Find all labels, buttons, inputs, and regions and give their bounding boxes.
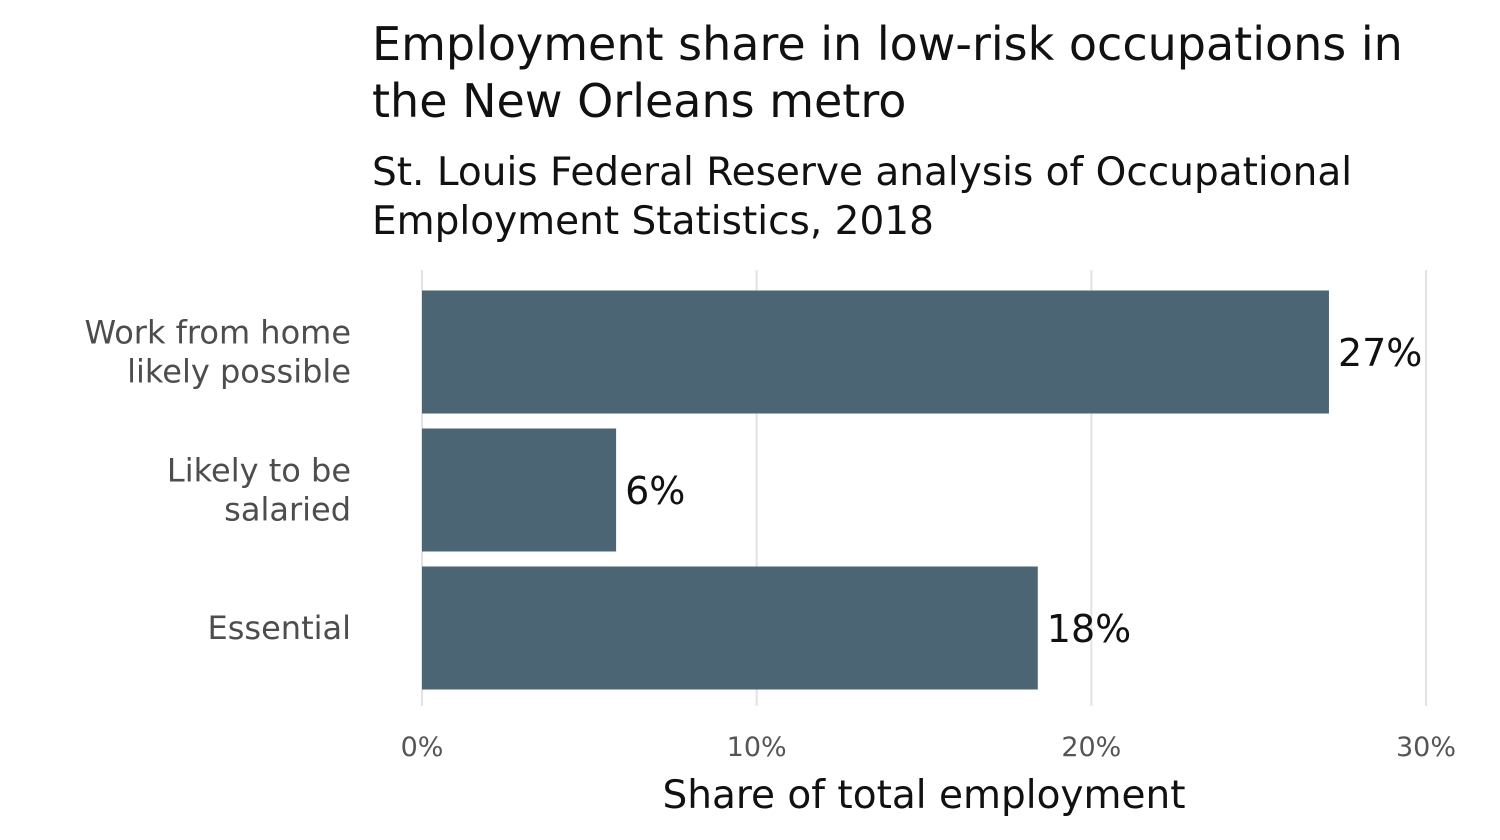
x-tick-label: 0% <box>401 732 444 763</box>
category-label-line: likely possible <box>127 353 351 391</box>
x-axis-title: Share of total employment <box>662 773 1185 818</box>
data-label: 6% <box>625 469 685 513</box>
x-tick-label: 30% <box>1396 732 1456 763</box>
data-label: 27% <box>1338 331 1422 375</box>
bar <box>422 428 617 552</box>
chart-subtitle: St. Louis Federal Reserve analysis of Oc… <box>372 150 1353 244</box>
data-label: 18% <box>1047 607 1131 651</box>
category-label: Essential <box>208 609 351 647</box>
chart-title: Employment share in low-risk occupations… <box>372 17 1403 128</box>
category-label: Work from home likely possible <box>84 314 351 391</box>
x-tick-label: 20% <box>1061 732 1121 763</box>
category-label-line: Essential <box>208 609 351 647</box>
x-tick-label: 10% <box>727 732 787 763</box>
data-labels: 27% 6% 18% <box>625 331 1422 651</box>
category-label-line: Likely to be <box>167 452 351 490</box>
category-label: Likely to be salaried <box>167 452 351 529</box>
bar <box>422 290 1329 414</box>
category-label-line: salaried <box>224 491 351 529</box>
category-labels: Work from home likely possible Likely to b… <box>84 314 351 648</box>
category-label-line: Work from home <box>84 314 351 352</box>
x-tick-labels: 0% 10% 20% 30% <box>401 732 1456 763</box>
bars <box>422 290 1329 690</box>
bar <box>422 566 1038 690</box>
